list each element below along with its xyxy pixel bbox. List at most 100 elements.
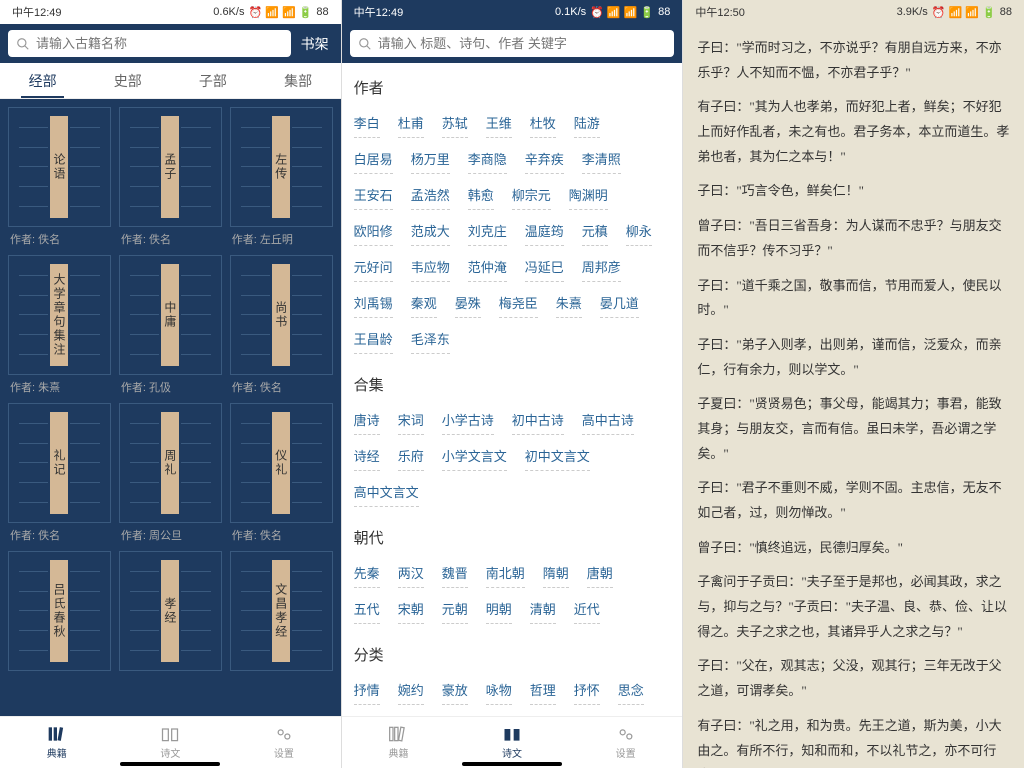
category-item[interactable]: 欧阳修 — [354, 216, 393, 246]
category-item[interactable]: 梅尧臣 — [499, 288, 538, 318]
category-item[interactable]: 苏轼 — [442, 108, 468, 138]
nav-settings[interactable]: 设置 — [227, 717, 341, 768]
category-item[interactable]: 朱熹 — [556, 288, 582, 318]
category-item[interactable]: 唐朝 — [587, 558, 613, 588]
category-item[interactable]: 高中文言文 — [354, 477, 419, 507]
category-item[interactable]: 初中文言文 — [525, 441, 590, 471]
reading-content[interactable]: 子曰："学而时习之，不亦说乎？有朋自远方来，不亦乐乎？人不知而不愠，不亦君子乎？… — [683, 24, 1024, 768]
book-item[interactable]: 仪礼 作者: 佚名 — [230, 403, 333, 543]
category-item[interactable]: 冯延巳 — [525, 252, 564, 282]
category-item[interactable]: 元好问 — [354, 252, 393, 282]
tab-ji[interactable]: 集部 — [256, 63, 341, 98]
category-item[interactable]: 元朝 — [442, 594, 468, 624]
category-content[interactable]: 作者李白杜甫苏轼王维杜牧陆游白居易杨万里李商隐辛弃疾李清照王安石孟浩然韩愈柳宗元… — [342, 63, 683, 716]
category-item[interactable]: 杜牧 — [530, 108, 556, 138]
category-item[interactable]: 哲理 — [530, 675, 556, 705]
category-item[interactable]: 秦观 — [411, 288, 437, 318]
search-field[interactable] — [378, 36, 667, 51]
nav-poems[interactable]: 诗文 — [114, 717, 228, 768]
book-item[interactable]: 中庸 作者: 孔伋 — [119, 255, 222, 395]
category-item[interactable]: 范仲淹 — [468, 252, 507, 282]
category-item[interactable]: 豪放 — [442, 675, 468, 705]
book-item[interactable]: 周礼 作者: 周公旦 — [119, 403, 222, 543]
category-item[interactable]: 魏晋 — [442, 558, 468, 588]
bottom-nav: 典籍 诗文 设置 — [342, 716, 683, 768]
category-item[interactable]: 杜甫 — [398, 108, 424, 138]
category-item[interactable]: 王维 — [486, 108, 512, 138]
home-indicator[interactable] — [462, 762, 562, 766]
nav-books[interactable]: 典籍 — [0, 717, 114, 768]
category-item[interactable]: 高中古诗 — [582, 405, 634, 435]
category-item[interactable]: 抒情 — [354, 675, 380, 705]
book-item[interactable]: 孝经 — [119, 551, 222, 675]
category-item[interactable]: 韩愈 — [468, 180, 494, 210]
home-indicator[interactable] — [120, 762, 220, 766]
tab-shi[interactable]: 史部 — [85, 63, 170, 98]
category-item[interactable]: 韦应物 — [411, 252, 450, 282]
category-item[interactable]: 清朝 — [530, 594, 556, 624]
category-item[interactable]: 范成大 — [411, 216, 450, 246]
category-item[interactable]: 辛弃疾 — [525, 144, 564, 174]
category-item[interactable]: 李商隐 — [468, 144, 507, 174]
book-item[interactable]: 论语 作者: 佚名 — [8, 107, 111, 247]
book-item[interactable]: 大学章句集注 作者: 朱熹 — [8, 255, 111, 395]
books-icon — [47, 725, 67, 743]
category-item[interactable]: 五代 — [354, 594, 380, 624]
book-item[interactable]: 吕氏春秋 — [8, 551, 111, 675]
category-item[interactable]: 小学文言文 — [442, 441, 507, 471]
category-item[interactable]: 王安石 — [354, 180, 393, 210]
category-item[interactable]: 陶渊明 — [569, 180, 608, 210]
book-item[interactable]: 尚书 作者: 佚名 — [230, 255, 333, 395]
category-item[interactable]: 宋词 — [398, 405, 424, 435]
book-item[interactable]: 文昌孝经 — [230, 551, 333, 675]
tab-zi[interactable]: 子部 — [170, 63, 255, 98]
search-field[interactable] — [36, 36, 283, 51]
nav-settings[interactable]: 设置 — [569, 717, 683, 768]
category-item[interactable]: 周邦彦 — [582, 252, 621, 282]
category-item[interactable]: 明朝 — [486, 594, 512, 624]
category-item[interactable]: 白居易 — [354, 144, 393, 174]
category-item[interactable]: 乐府 — [398, 441, 424, 471]
book-spine: 礼记 — [48, 410, 70, 516]
shelf-button[interactable]: 书架 — [297, 30, 333, 57]
category-item[interactable]: 婉约 — [398, 675, 424, 705]
category-item[interactable]: 小学古诗 — [442, 405, 494, 435]
category-item[interactable]: 毛泽东 — [411, 324, 450, 354]
tab-jing[interactable]: 经部 — [0, 63, 85, 98]
book-item[interactable]: 左传 作者: 左丘明 — [230, 107, 333, 247]
category-item[interactable]: 晏几道 — [600, 288, 639, 318]
category-item[interactable]: 晏殊 — [455, 288, 481, 318]
category-item[interactable]: 刘禹锡 — [354, 288, 393, 318]
category-item[interactable]: 温庭筠 — [525, 216, 564, 246]
category-item[interactable]: 隋朝 — [543, 558, 569, 588]
category-item[interactable]: 思念 — [618, 675, 644, 705]
category-item[interactable]: 孟浩然 — [411, 180, 450, 210]
category-item[interactable]: 陆游 — [574, 108, 600, 138]
category-item[interactable]: 柳永 — [626, 216, 652, 246]
category-item[interactable]: 咏物 — [486, 675, 512, 705]
category-item[interactable]: 先秦 — [354, 558, 380, 588]
category-item[interactable]: 李白 — [354, 108, 380, 138]
category-item[interactable]: 唐诗 — [354, 405, 380, 435]
nav-books[interactable]: 典籍 — [342, 717, 456, 768]
search-input-wrapper[interactable] — [350, 30, 675, 57]
book-grid[interactable]: 论语 作者: 佚名 孟子 作者: 佚名 — [0, 99, 341, 716]
category-item[interactable]: 王昌龄 — [354, 324, 393, 354]
nav-poems[interactable]: 诗文 — [455, 717, 569, 768]
category-item[interactable]: 南北朝 — [486, 558, 525, 588]
category-item[interactable]: 宋朝 — [398, 594, 424, 624]
book-item[interactable]: 礼记 作者: 佚名 — [8, 403, 111, 543]
category-item[interactable]: 抒怀 — [574, 675, 600, 705]
category-item[interactable]: 诗经 — [354, 441, 380, 471]
category-item[interactable]: 刘克庄 — [468, 216, 507, 246]
category-item[interactable]: 杨万里 — [411, 144, 450, 174]
reading-line: 曾子曰："慎终追远，民德归厚矣。" — [697, 536, 1010, 561]
category-item[interactable]: 近代 — [574, 594, 600, 624]
category-item[interactable]: 初中古诗 — [512, 405, 564, 435]
category-item[interactable]: 两汉 — [398, 558, 424, 588]
category-item[interactable]: 柳宗元 — [512, 180, 551, 210]
search-input-wrapper[interactable] — [8, 30, 291, 57]
category-item[interactable]: 李清照 — [582, 144, 621, 174]
book-item[interactable]: 孟子 作者: 佚名 — [119, 107, 222, 247]
category-item[interactable]: 元稹 — [582, 216, 608, 246]
